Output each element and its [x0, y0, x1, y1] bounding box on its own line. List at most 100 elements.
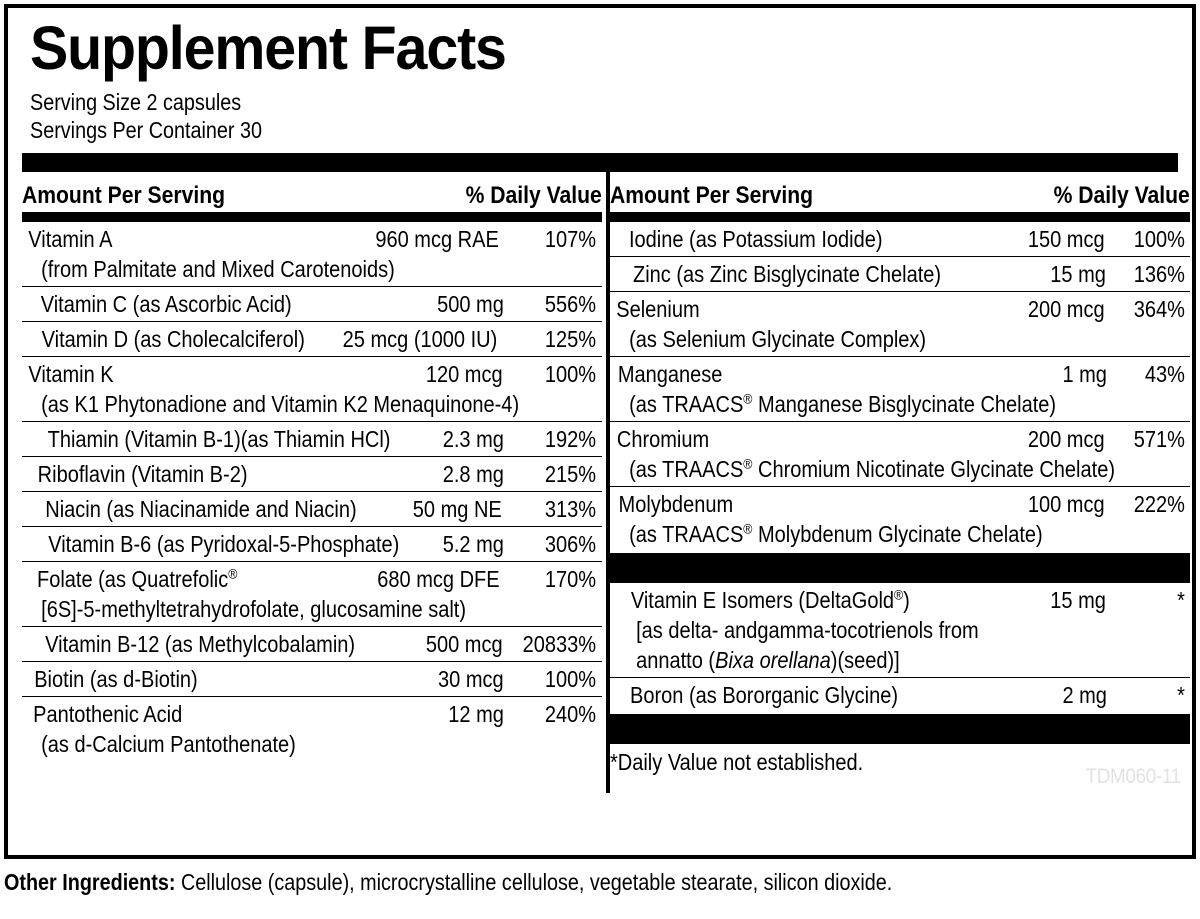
other-ingredients-label: Other Ingredients: [4, 869, 176, 895]
nutrient-dv: 136% [1133, 261, 1186, 287]
nutrient-name: Vitamin D (as Cholecalciferol) [41, 326, 305, 352]
servings-per-container-text: Servings Per Container 30 [30, 117, 262, 143]
table-row: Chromium 200 mcg 571% (as TRAACS® Chromi… [610, 422, 1191, 487]
nutrient-source: (as TRAACS® Molybdenum Glycinate Chelate… [629, 521, 1043, 547]
nutrient-dv: 364% [1133, 296, 1186, 322]
table-row: Manganese 1 mg 43% (as TRAACS® Manganese… [610, 357, 1191, 422]
nutrient-amount: 5.2 mg [442, 531, 504, 557]
nutrient-name: Selenium [616, 296, 700, 322]
nutrient-amount: 150 mcg [1027, 226, 1105, 252]
nutrient-amount: 2.8 mg [442, 461, 504, 487]
top-heavy-rule [22, 153, 1178, 172]
nutrient-name: Iodine (as Potassium Iodide) [629, 226, 883, 252]
table-row: Boron (as Bororganic Glycine) 2 mg * [610, 678, 1190, 712]
table-row: Folate (as Quatrefolic® 680 mcg DFE 170%… [22, 562, 603, 627]
nutrient-name: Thiamin (Vitamin B-1)(as Thiamin HCl) [47, 426, 391, 452]
nutrient-dv: 170% [545, 566, 597, 592]
nutrient-source-prefix: annatto ( [636, 647, 716, 673]
table-row: Riboflavin (Vitamin B-2) 2.8 mg 215% [22, 457, 603, 492]
supplement-facts-panel: Supplement Facts Serving Size 2 capsules… [4, 4, 1196, 859]
nutrient-amount: 500 mcg [425, 631, 503, 657]
nutrient-amount: 15 mg [1050, 261, 1107, 287]
nutrient-dv: 571% [1133, 426, 1186, 452]
left-header-dv-label: % Daily Value [466, 182, 603, 209]
right-header-dv-label: % Daily Value [1054, 182, 1191, 209]
nutrient-name: Molybdenum [618, 491, 734, 517]
nutrient-amount: 500 mg [436, 291, 504, 317]
nutrient-source: (as Selenium Glycinate Complex) [629, 326, 927, 352]
table-row: Iodine (as Potassium Iodide) 150 mcg 100… [610, 222, 1191, 257]
nutrient-dv: 20833% [522, 631, 597, 657]
table-row: Vitamin C (as Ascorbic Acid) 500 mg 556% [22, 287, 603, 322]
nutrient-amount: 100 mcg [1027, 491, 1105, 517]
nutrient-source-line2: annatto (Bixa orellana)(seed)] [610, 645, 1115, 675]
serving-size-text: Serving Size 2 capsules [30, 89, 242, 115]
footnote-break-rule [610, 714, 1191, 744]
nutrient-dv: 313% [545, 496, 597, 522]
nutrient-amount: 120 mcg [425, 361, 503, 387]
table-row: Zinc (as Zinc Bisglycinate Chelate) 15 m… [610, 257, 1191, 292]
nutrient-amount: 2 mg [1062, 682, 1108, 708]
nutrient-dv: 107% [545, 226, 597, 252]
nutrient-source: (as d-Calcium Pantothenate) [41, 731, 296, 757]
nutrient-dv: 240% [545, 701, 597, 727]
right-rows: Iodine (as Potassium Iodide) 150 mcg 100… [610, 222, 1191, 777]
other-ingredients-text: Cellulose (capsule), microcrystalline ce… [180, 869, 893, 895]
nutrient-name: Vitamin K [28, 361, 114, 387]
page-title: Supplement Facts [30, 14, 507, 82]
nutrient-dv: * [1177, 682, 1186, 708]
table-row: Biotin (as d-Biotin) 30 mcg 100% [22, 662, 603, 697]
right-nutrient-column: Amount Per Serving % Daily Value Iodine … [610, 172, 1191, 793]
daily-value-footnote: *Daily Value not established. [610, 749, 864, 775]
nutrient-name: Biotin (as d-Biotin) [34, 666, 198, 692]
product-code-stamp: TDM060-11 [1085, 765, 1181, 788]
table-row: Niacin (as Niacinamide and Niacin) 50 mg… [22, 492, 603, 527]
nutrient-dv: 306% [545, 531, 597, 557]
nutrient-amount: 200 mcg [1027, 296, 1105, 322]
table-row: Vitamin D (as Cholecalciferol) 25 mcg (1… [22, 322, 603, 357]
table-row: Molybdenum 100 mcg 222% (as TRAACS® Moly… [610, 487, 1190, 551]
nutrient-dv: 100% [545, 666, 597, 692]
nutrient-dv: * [1177, 587, 1186, 613]
nutrient-dv: 125% [545, 326, 597, 352]
right-header-amount-label: Amount Per Serving [610, 182, 814, 209]
table-row: Selenium 200 mcg 364% (as Selenium Glyci… [610, 292, 1191, 357]
nutrient-name: Riboflavin (Vitamin B-2) [37, 461, 248, 487]
right-header-rule [610, 212, 1191, 222]
nutrient-name: Vitamin B-12 (as Methylcobalamin) [45, 631, 356, 657]
nutrient-amount: 50 mg NE [412, 496, 502, 522]
nutrient-dv: 100% [1133, 226, 1186, 252]
nutrient-name: Zinc (as Zinc Bisglycinate Chelate) [633, 261, 942, 287]
nutrient-amount: 680 mcg DFE [376, 566, 500, 592]
nutrient-amount: 30 mcg [437, 666, 504, 692]
left-header-amount-label: Amount Per Serving [22, 182, 226, 209]
nutrient-name: Boron (as Bororganic Glycine) [630, 682, 899, 708]
nutrient-amount: 1 mg [1062, 361, 1108, 387]
nutrient-amount: 15 mg [1050, 587, 1107, 613]
nutrient-name: Manganese [618, 361, 723, 387]
nutrient-dv: 192% [545, 426, 597, 452]
other-ingredients: Other Ingredients: Cellulose (capsule), … [4, 868, 1027, 896]
nutrient-name: Vitamin B-6 (as Pyridoxal-5-Phosphate) [48, 531, 400, 557]
left-rows: Vitamin A 960 mcg RAE 107% (from Palmita… [22, 222, 603, 761]
nutrient-name: Chromium [617, 426, 710, 452]
nutrient-dv: 215% [545, 461, 597, 487]
nutrient-source: (as TRAACS® Manganese Bisglycinate Chela… [629, 391, 1057, 417]
nutrient-amount: 200 mcg [1027, 426, 1105, 452]
nutrient-name: Vitamin C (as Ascorbic Acid) [40, 291, 292, 317]
nutrient-amount: 25 mcg (1000 IU) [342, 326, 497, 352]
nutrient-source: (from Palmitate and Mixed Carotenoids) [41, 256, 395, 282]
left-nutrient-column: Amount Per Serving % Daily Value Vitamin… [22, 172, 603, 793]
nutrient-dv: 43% [1145, 361, 1186, 387]
nutrient-name: Vitamin A [28, 226, 113, 252]
nutrient-dv: 100% [545, 361, 597, 387]
left-header-rule [22, 212, 603, 222]
section-break-rule [610, 553, 1191, 583]
left-column-header: Amount Per Serving % Daily Value [22, 172, 602, 212]
table-row: Vitamin K 120 mcg 100% (as K1 Phytonadio… [22, 357, 603, 422]
clipped-bottom-text [60, 903, 920, 919]
nutrient-source: [as delta- andgamma-tocotrienols from [636, 617, 979, 643]
nutrient-source: (as K1 Phytonadione and Vitamin K2 Menaq… [41, 391, 520, 417]
nutrient-name: Vitamin E Isomers (DeltaGold®) [631, 587, 911, 613]
